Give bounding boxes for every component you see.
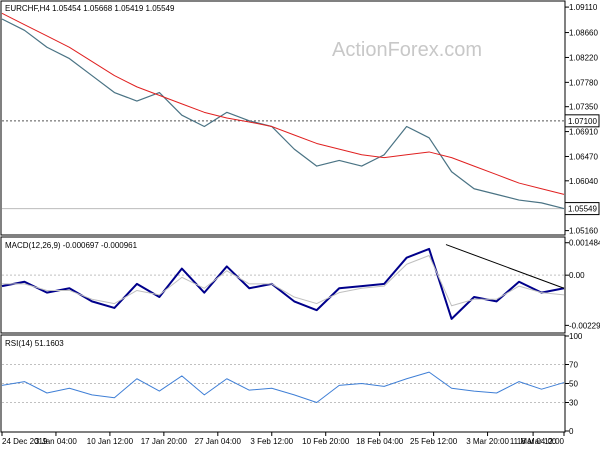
- rsi-ytick-label: 50: [569, 380, 578, 389]
- last-price-box: [564, 202, 600, 216]
- price-ytick-label: 1.08220: [569, 53, 598, 62]
- price-ytick-label: 1.07780: [569, 78, 598, 87]
- x-tick-label: 17 Jan 20:00: [141, 437, 188, 446]
- rsi-ytick-label: 30: [569, 399, 578, 408]
- x-tick-label: 27 Jan 04:00: [195, 437, 242, 446]
- rsi-ytick-label: 70: [569, 361, 578, 370]
- price-ytick-label: 1.06470: [569, 152, 598, 161]
- rsi-ytick-label: 100: [569, 332, 583, 341]
- price-level-box: [564, 114, 600, 128]
- price-panel: [0, 0, 566, 236]
- x-tick-label: 10 Jan 12:00: [87, 437, 134, 446]
- macd-ytick-label: -0.002297: [569, 321, 600, 330]
- price-info: EURCHF,H4 1.05454 1.05668 1.05419 1.0554…: [5, 4, 175, 13]
- price-series-line-0: [1, 18, 565, 210]
- macd-ytick-label: 0.00: [569, 271, 585, 280]
- macd-trendline: [445, 244, 565, 289]
- price-ytick-label: 1.06910: [569, 128, 598, 137]
- macd-title: MACD(12,26,9) -0.000697 -0.000961: [5, 241, 138, 250]
- macd-series-line-1: [2, 254, 565, 307]
- price-series-line-1: [1, 12, 565, 195]
- price-ytick-label: 1.08660: [569, 29, 598, 38]
- x-tick-label: 3 Feb 12:00: [250, 437, 293, 446]
- price-ytick-label: 1.06040: [569, 177, 598, 186]
- x-tick-label: 18 Mar 12:00: [517, 437, 565, 446]
- x-tick-label: 24 Dec 2019: [2, 437, 48, 446]
- macd-ytick-label: 0.001484: [569, 239, 600, 248]
- watermark: ActionForex.com: [332, 39, 482, 61]
- last-price-label: 1.05549: [568, 205, 597, 214]
- rsi-ytick-label: 0: [569, 427, 574, 436]
- price-level-label: 1.07100: [568, 117, 597, 126]
- rsi-series-line-0: [1, 371, 565, 403]
- x-tick-label: 3 Mar 20:00: [466, 437, 509, 446]
- price-ytick-label: 1.05160: [569, 227, 598, 236]
- price-ytick-label: 1.07350: [569, 103, 598, 112]
- rsi-title: RSI(14) 51.1603: [5, 339, 64, 348]
- x-tick-label: 11 Mar 04:00: [510, 437, 557, 446]
- x-tick-label: 25 Feb 12:00: [410, 437, 458, 446]
- price-ytick-label: 1.09110: [569, 3, 598, 12]
- x-tick-label: 18 Feb 04:00: [356, 437, 404, 446]
- macd-panel: [0, 236, 566, 334]
- x-tick-label: 3 Jan 04:00: [35, 437, 77, 446]
- x-tick-label: 10 Feb 20:00: [302, 437, 350, 446]
